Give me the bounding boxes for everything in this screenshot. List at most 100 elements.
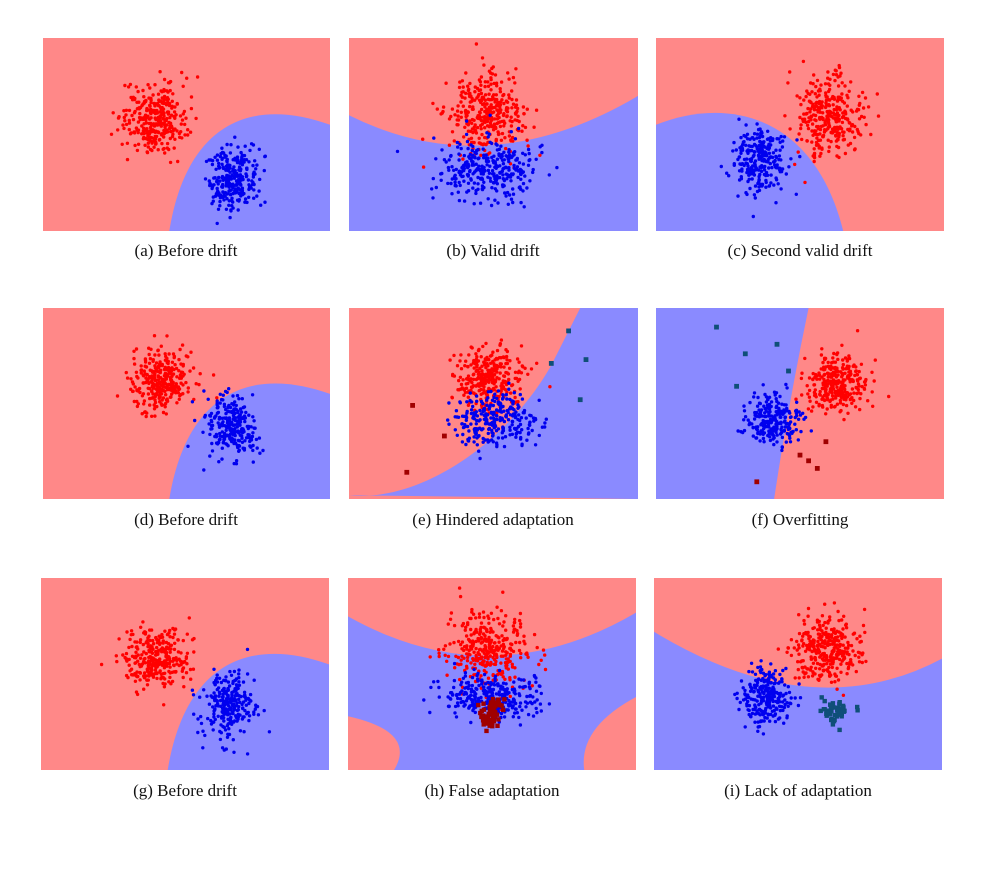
data-point [450,192,454,196]
data-point [471,384,476,388]
data-point [517,161,522,165]
new-data-point [797,452,803,458]
data-point [826,117,830,121]
data-point [765,137,770,141]
data-point [833,365,837,370]
data-point [236,145,240,149]
data-point [177,357,181,362]
data-point [506,372,511,376]
data-point [228,712,232,716]
data-point [136,130,140,135]
data-point [164,376,168,380]
data-point [143,143,147,147]
data-point [154,361,159,365]
data-point [483,626,487,630]
data-point [245,711,250,715]
data-point [475,148,479,153]
data-point [207,422,211,426]
caption-c: (c) Second valid drift [727,241,873,260]
data-point [836,609,840,614]
data-point [815,377,819,381]
data-point [506,667,510,671]
data-point [523,684,527,689]
data-point [460,79,465,83]
data-point [186,128,190,132]
data-point [852,391,856,395]
data-point [842,101,847,105]
data-point [179,130,183,134]
data-point [500,384,505,388]
data-point [492,395,496,400]
data-point [474,394,479,398]
data-point [207,158,211,162]
data-point [823,382,827,386]
data-point [795,414,799,418]
data-point [476,696,481,701]
data-point [840,81,844,85]
data-point [508,397,512,402]
data-point [471,130,475,135]
data-point [481,115,486,119]
data-point [476,679,480,683]
data-point [166,90,170,94]
data-point [496,130,500,134]
data-point [160,141,164,146]
data-point [767,412,771,417]
data-point [144,641,148,645]
data-point [234,462,239,466]
data-point [132,349,136,353]
data-point [765,406,769,410]
data-point [816,124,820,129]
data-point [201,746,205,750]
data-point [158,641,162,645]
data-point [773,159,777,163]
data-point [466,364,470,369]
data-point [220,162,224,166]
data-point [519,177,523,181]
data-point [160,362,164,367]
data-point [493,117,497,121]
data-point [492,154,496,158]
data-point [141,88,145,93]
data-point [231,182,235,186]
data-point [794,397,798,401]
new-data-point [583,357,589,362]
data-point [822,398,827,403]
data-point [228,717,232,722]
data-point [764,178,768,183]
data-point [767,402,772,407]
data-point [478,388,482,392]
data-point [839,662,843,666]
data-point [486,711,491,717]
data-point [493,100,497,104]
caption-e: (e) Hindered adaptation [412,510,574,529]
data-point [770,165,774,170]
data-point [505,358,509,362]
data-point [750,144,754,149]
data-point [776,401,781,405]
data-point [148,387,152,391]
data-point [464,625,468,629]
data-point [498,406,503,411]
data-point [509,138,513,142]
data-point [769,173,773,177]
data-point [244,158,249,162]
data-point [759,169,764,174]
data-point [507,148,511,152]
data-point [461,621,466,626]
data-point [812,147,816,151]
data-point [476,636,480,641]
data-point [485,163,489,167]
data-point [455,364,460,368]
data-point [231,702,235,706]
data-point [534,108,539,112]
data-point [514,432,518,436]
data-point [513,376,517,381]
data-point [490,696,496,702]
data-point [147,361,152,365]
data-point [515,711,519,715]
data-point [515,158,519,162]
data-point [464,634,469,638]
data-point [752,161,757,165]
data-point [137,386,142,391]
